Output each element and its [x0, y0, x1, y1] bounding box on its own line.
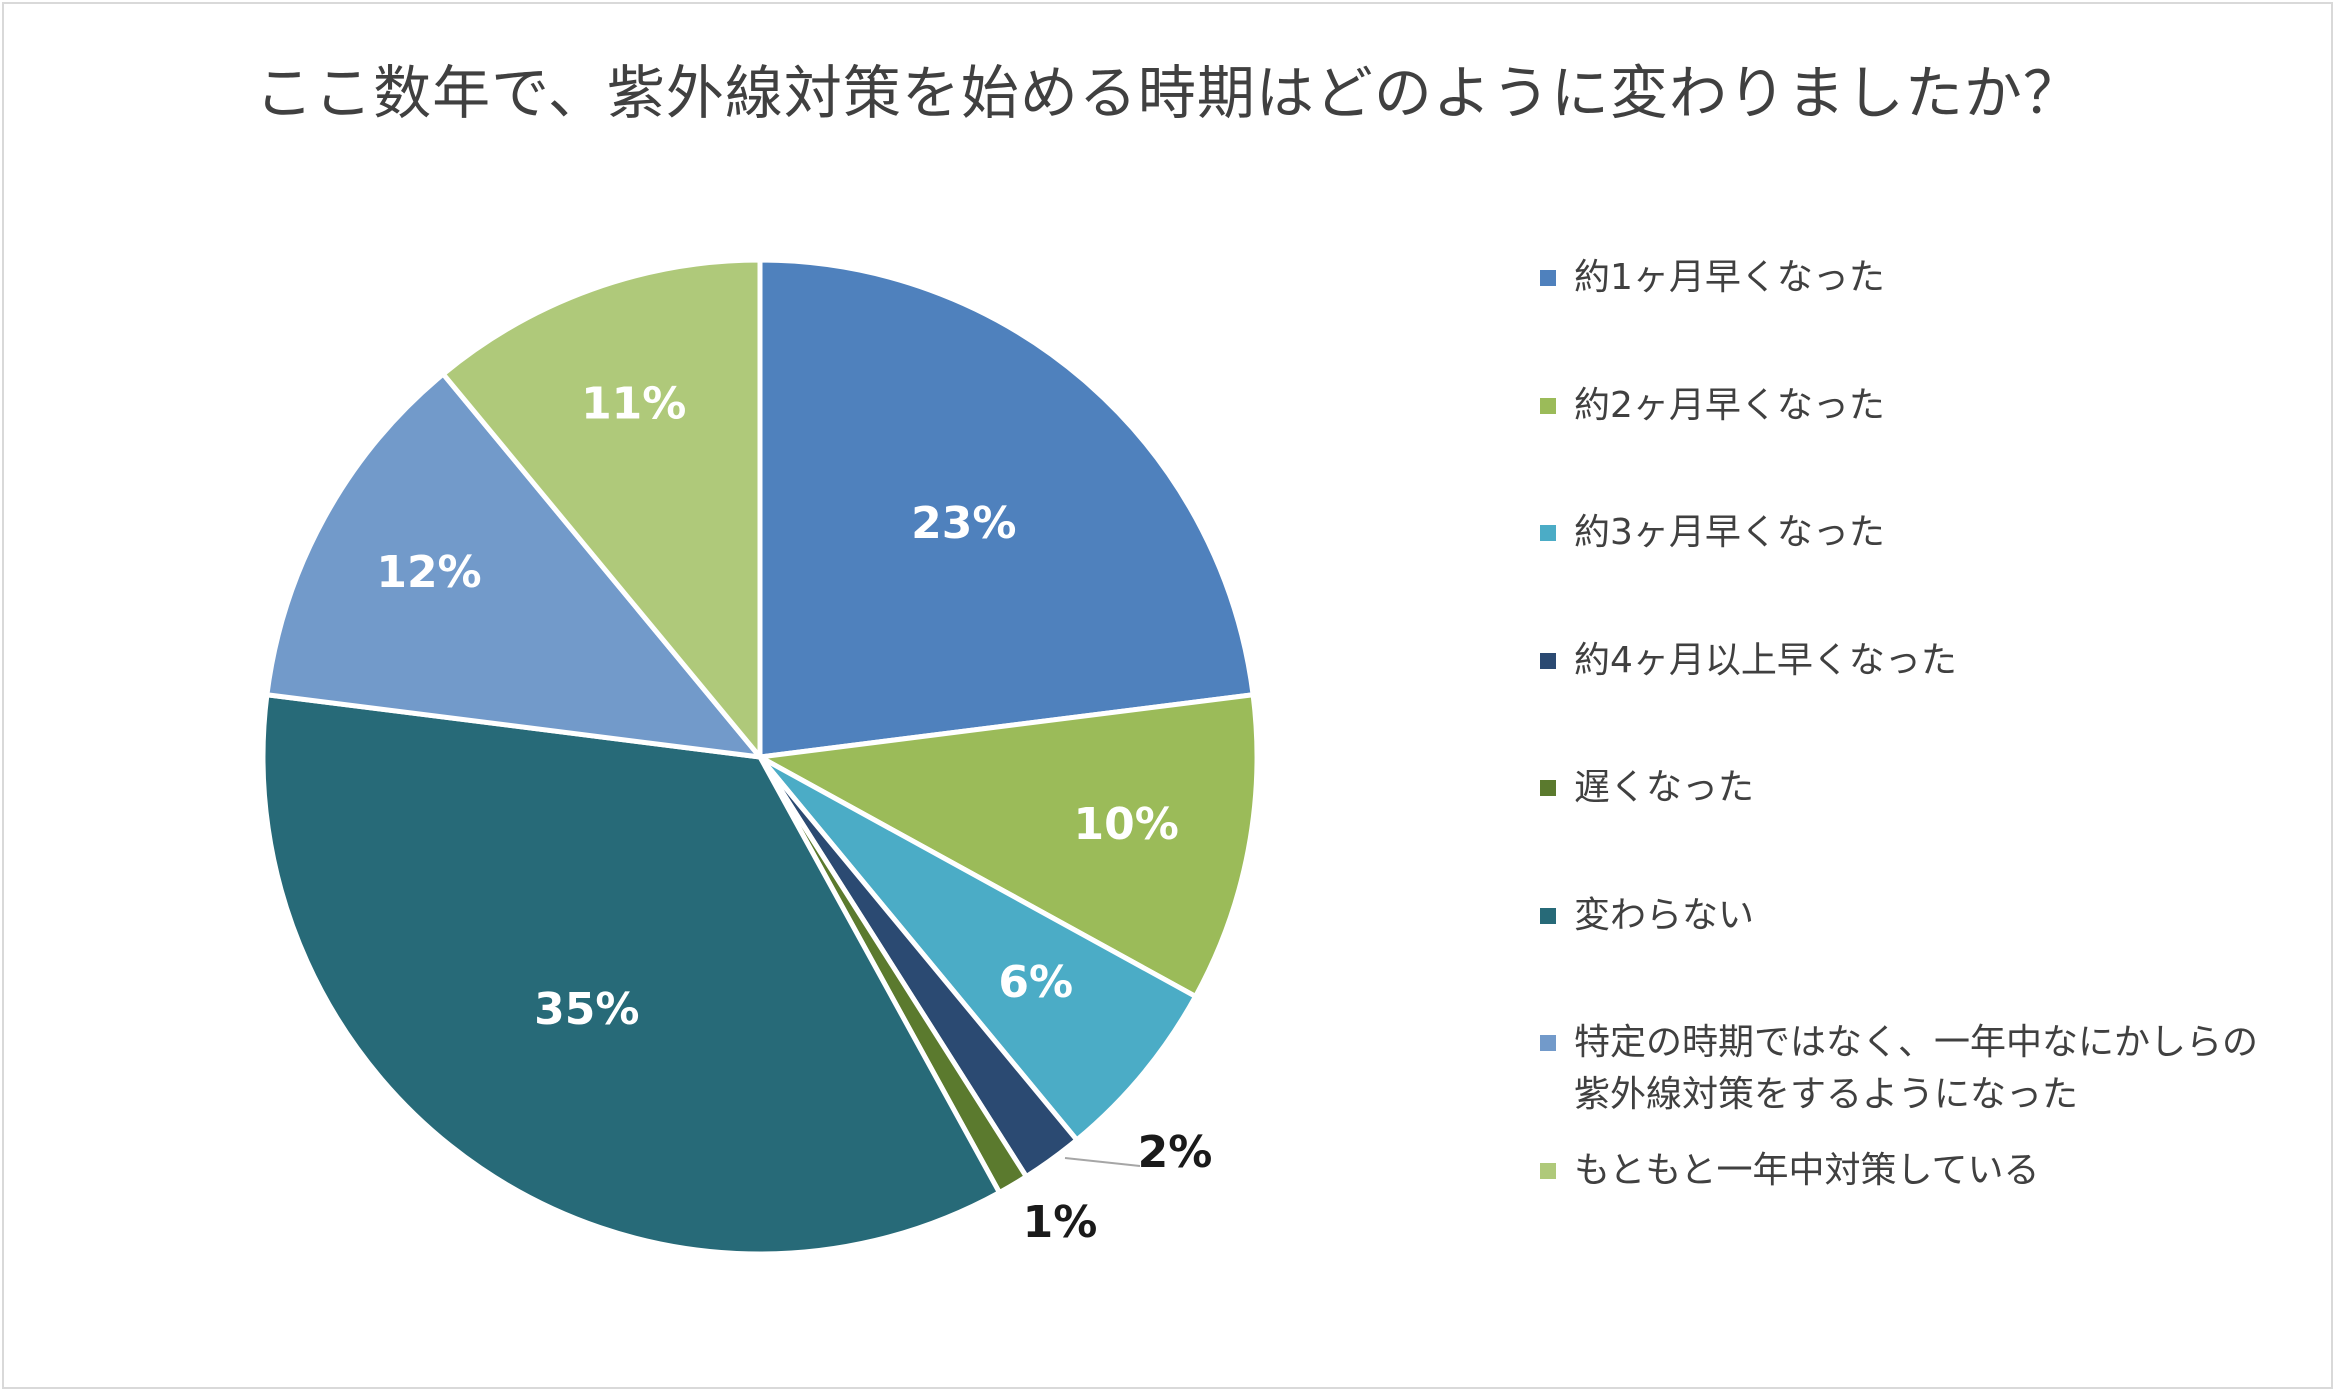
legend-swatch-7 — [1540, 1035, 1556, 1051]
legend-item-5: 遅くなった — [1540, 762, 2314, 814]
pie-slice-6 — [260, 692, 1002, 1257]
legend-label-2: 約2ヶ月早くなった — [1574, 385, 1885, 426]
pie-slice-1 — [757, 257, 1256, 760]
legend-item-3: 約3ヶ月早くなった — [1540, 507, 2314, 559]
legend-swatch-4 — [1540, 653, 1556, 669]
data-label-5: 1% — [1023, 1197, 1098, 1248]
pie-slice-8 — [440, 257, 763, 760]
legend-swatch-2 — [1540, 398, 1556, 414]
data-label-2: 10% — [1073, 799, 1178, 850]
data-label-4: 2% — [1138, 1127, 1213, 1178]
legend-item-6: 変わらない — [1540, 890, 2314, 942]
legend-item-4: 約4ヶ月以上早くなった — [1540, 635, 2314, 687]
legend-swatch-1 — [1540, 270, 1556, 286]
chart-title: ここ数年で、紫外線対策を始める時期はどのように変わりましたか？ — [255, 59, 2082, 127]
data-label-8: 11% — [581, 378, 686, 429]
pie-slice-2 — [757, 692, 1260, 999]
pie-slice-7 — [264, 371, 763, 760]
legend-label-7: 特定の時期ではなく、一年中なにかしらの 紫外線対策をするようになった — [1574, 1022, 2259, 1115]
legend-swatch-6 — [1540, 908, 1556, 924]
legend-item-8: もともと一年中対策している — [1540, 1145, 2314, 1197]
legend-item-1: 約1ヶ月早くなった — [1540, 252, 2314, 304]
legend-label-8: もともと一年中対策している — [1574, 1150, 2040, 1191]
legend-label-6: 変わらない — [1574, 895, 1755, 936]
pie-slice-3 — [757, 754, 1199, 1143]
data-label-1: 23% — [911, 498, 1016, 549]
legend-label-1: 約1ヶ月早くなった — [1574, 257, 1885, 298]
legend-label-4: 約4ヶ月以上早くなった — [1574, 640, 1957, 681]
legend-swatch-3 — [1540, 525, 1556, 541]
legend-item-7: 特定の時期ではなく、一年中なにかしらの 紫外線対策をするようになった — [1540, 1017, 2314, 1121]
legend-swatch-8 — [1540, 1163, 1556, 1179]
data-label-6: 35% — [534, 984, 639, 1035]
data-label-3: 6% — [998, 957, 1073, 1008]
legend-label-5: 遅くなった — [1574, 767, 1755, 808]
data-label-7: 12% — [376, 547, 481, 598]
legend-label-3: 約3ヶ月早くなった — [1574, 512, 1885, 553]
legend-item-2: 約2ヶ月早くなった — [1540, 380, 2314, 432]
leader-line-4 — [1064, 1157, 1141, 1167]
legend-swatch-5 — [1540, 780, 1556, 796]
